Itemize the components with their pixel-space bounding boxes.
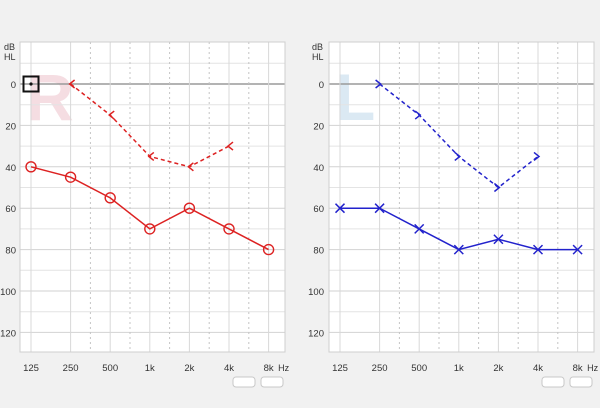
hl-unit-label: HL [312, 52, 324, 62]
x-tick-label: 1k [145, 363, 155, 374]
bone-conduction-left-bracket-point [187, 162, 194, 172]
db-unit-label: dB [4, 42, 15, 52]
db-unit-label: dB [312, 42, 323, 52]
plot-background [329, 42, 594, 352]
bone-conduction-left-bracket-point [68, 79, 76, 89]
air-conduction-cross-point [414, 223, 425, 234]
y-tick-label: 40 [313, 163, 324, 174]
air-conduction-line [30, 166, 269, 251]
y-tick-label: 20 [5, 121, 16, 132]
hz-unit-label: Hz [587, 363, 598, 373]
x-tick-label: 125 [23, 363, 39, 374]
air-conduction-circle-point [183, 202, 196, 214]
plot-frame [328, 41, 595, 353]
bottom-control-button [569, 376, 593, 388]
x-tick-label: 8k [573, 363, 583, 374]
air-conduction-circle-point [262, 243, 275, 256]
air-conduction-cross-point [493, 234, 504, 245]
x-tick-label: 500 [411, 363, 427, 374]
bone-conduction-left-bracket-point [226, 141, 234, 151]
y-tick-label: 20 [313, 121, 324, 132]
x-tick-label: 500 [102, 363, 118, 374]
hl-unit-label: HL [4, 52, 16, 62]
reference-square-marker [22, 75, 40, 93]
x-tick-label: 125 [332, 363, 348, 374]
plot-background [20, 42, 285, 352]
bone-conduction-right-bracket-point [493, 182, 501, 193]
bone-conduction-left-bracket-point [107, 110, 115, 120]
plot-frame [19, 41, 286, 353]
y-tick-label: 40 [5, 163, 16, 174]
x-tick-label: 250 [63, 363, 79, 374]
reference-dot-marker [29, 82, 33, 86]
ear-watermark: R [26, 60, 74, 134]
hz-unit-label: Hz [278, 363, 289, 373]
air-conduction-cross-point [334, 203, 346, 214]
y-tick-label: 60 [313, 204, 324, 215]
air-conduction-circle-point [25, 161, 37, 173]
y-tick-label: 0 [319, 80, 324, 91]
y-tick-label: 120 [0, 328, 16, 339]
bone-conduction-left-bracket-point [147, 151, 155, 162]
bottom-control-button [232, 376, 256, 388]
y-tick-label: 0 [11, 80, 16, 91]
air-conduction-cross-point [532, 244, 544, 255]
bone-conduction-right-bracket-point [375, 79, 382, 89]
bottom-control-button [541, 376, 565, 388]
air-conduction-circle-point [64, 171, 77, 183]
air-conduction-circle-point [144, 223, 156, 235]
air-conduction-circle-point [104, 192, 116, 204]
bone-conduction-right-bracket-point [533, 151, 541, 162]
x-tick-label: 250 [372, 363, 388, 374]
air-conduction-circle-point [223, 223, 235, 235]
y-tick-label: 80 [5, 246, 16, 257]
y-tick-label: 80 [313, 246, 324, 257]
y-tick-label: 60 [5, 204, 16, 215]
air-conduction-cross-point [374, 203, 385, 214]
y-tick-label: 100 [0, 287, 16, 298]
bone-conduction-right-bracket-point [414, 110, 422, 120]
ear-watermark: L [335, 60, 375, 134]
y-tick-label: 120 [308, 328, 324, 339]
air-conduction-cross-point [453, 244, 464, 255]
bottom-control-button [260, 376, 284, 388]
x-tick-label: 1k [454, 363, 464, 374]
y-tick-label: 100 [308, 287, 324, 298]
x-tick-label: 4k [533, 363, 543, 374]
x-tick-label: 8k [264, 363, 274, 374]
air-conduction-cross-point [572, 244, 583, 255]
x-tick-label: 2k [184, 363, 194, 374]
x-tick-label: 2k [493, 363, 503, 374]
x-tick-label: 4k [224, 363, 234, 374]
bone-conduction-right-bracket-point [454, 151, 462, 162]
